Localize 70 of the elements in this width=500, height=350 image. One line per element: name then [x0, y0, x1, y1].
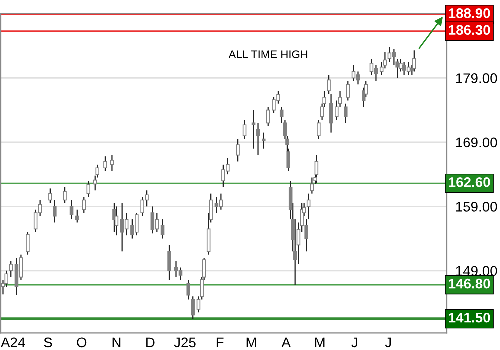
- candlestick: [314, 154, 319, 184]
- annotation: ALL TIME HIGH: [228, 50, 308, 58]
- candlestick: [317, 119, 321, 140]
- candlestick: [327, 74, 331, 95]
- candlestick: [236, 138, 240, 162]
- candlestick: [150, 206, 155, 234]
- candlestick: [155, 212, 160, 233]
- candlestick: [356, 71, 360, 86]
- candlestick: [104, 156, 108, 172]
- candlestick: [219, 193, 224, 210]
- candlestick: [70, 200, 74, 220]
- y-tick-label: 179.00: [456, 74, 498, 84]
- ref-line-label: 162.60: [449, 177, 490, 188]
- candlestick: [82, 196, 86, 214]
- candlestick: [329, 94, 334, 134]
- candlestick: [48, 188, 52, 204]
- candlestick: [53, 200, 57, 224]
- x-tick-label: J: [352, 338, 358, 348]
- y-tick-label: 169.00: [456, 138, 498, 148]
- candlestick: [76, 209, 80, 224]
- candlestick: [256, 122, 260, 156]
- candlestick: [402, 62, 406, 76]
- candlestick: [344, 103, 348, 124]
- candlestick: [310, 177, 314, 194]
- candlestick: [86, 180, 91, 198]
- candlestick: [178, 267, 183, 282]
- x-tick-label: O: [77, 338, 87, 348]
- candlestick: [306, 193, 311, 220]
- x-tick-label: J25: [174, 338, 196, 348]
- candlestick: [63, 186, 67, 204]
- candlestick: [406, 62, 411, 76]
- x-tick-label: D: [146, 338, 155, 348]
- candlestick: [280, 106, 284, 124]
- candlestick: [14, 258, 19, 296]
- ref-line-label: 141.50: [449, 312, 490, 323]
- candlestick: [346, 80, 350, 102]
- candlestick: [160, 218, 165, 240]
- ref-line-label: 188.90: [449, 8, 490, 18]
- candlestick: [242, 119, 247, 140]
- ref-line-label: 146.80: [449, 278, 490, 289]
- candlestick: [124, 212, 129, 236]
- candlestick: [120, 202, 124, 252]
- candlestick: [112, 202, 116, 233]
- x-tick-label: A: [282, 338, 291, 348]
- x-tick-label: J: [385, 338, 392, 348]
- candlestick: [352, 64, 356, 82]
- candlestick: [191, 296, 195, 320]
- candlestick: [9, 260, 13, 278]
- y-tick-label: 159.00: [456, 202, 498, 212]
- candlestick: [214, 196, 219, 214]
- candlestick: [114, 206, 119, 236]
- candlestick: [186, 280, 190, 300]
- x-tick-label: F: [216, 338, 224, 348]
- candlestick: [388, 46, 392, 63]
- candlestick: [412, 50, 416, 72]
- candlestick: [168, 244, 172, 282]
- x-tick-label: N: [112, 338, 121, 348]
- x-tick-label: M: [315, 338, 325, 348]
- candlestick: [370, 58, 374, 76]
- x-tick-label: S: [44, 338, 52, 348]
- candlestick: [26, 232, 30, 256]
- candlestick: [252, 110, 256, 150]
- candlestick: [262, 132, 266, 150]
- candlestick: [110, 154, 114, 172]
- candlestick: [392, 48, 396, 66]
- x-tick-label: A24: [1, 338, 26, 348]
- candlestick: [374, 64, 378, 82]
- x-tick-label: M: [246, 338, 256, 348]
- ref-line-label: 186.30: [449, 25, 490, 36]
- candlestick: [174, 260, 178, 278]
